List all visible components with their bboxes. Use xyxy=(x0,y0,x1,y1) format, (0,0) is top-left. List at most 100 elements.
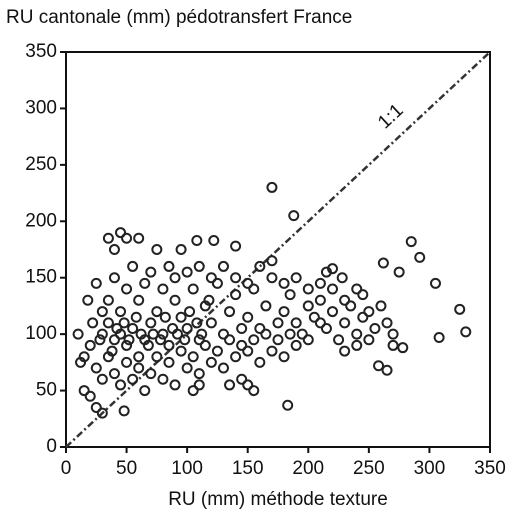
x-tick-label: 250 xyxy=(353,458,385,479)
point xyxy=(163,339,175,351)
plot-frame xyxy=(65,51,491,448)
point xyxy=(90,277,102,289)
point xyxy=(191,317,203,329)
point xyxy=(145,266,157,278)
point xyxy=(308,311,320,323)
point xyxy=(181,323,193,334)
point xyxy=(327,283,339,295)
point xyxy=(375,300,387,312)
point xyxy=(236,323,248,334)
point xyxy=(133,294,145,306)
point xyxy=(154,334,166,346)
point xyxy=(211,345,223,357)
point xyxy=(94,334,106,346)
point xyxy=(157,283,169,295)
point xyxy=(248,334,260,346)
y-tick-label: 350 xyxy=(25,41,57,62)
point xyxy=(429,277,441,289)
point xyxy=(302,283,314,295)
point xyxy=(187,351,199,363)
point xyxy=(203,294,215,306)
point xyxy=(339,294,351,306)
point xyxy=(284,289,296,301)
point xyxy=(96,306,108,318)
point xyxy=(302,300,314,312)
point xyxy=(224,334,236,346)
point xyxy=(242,379,254,391)
point xyxy=(135,328,147,340)
point xyxy=(87,317,99,329)
point xyxy=(169,272,181,284)
point xyxy=(278,277,290,289)
point xyxy=(345,300,357,312)
point xyxy=(387,339,399,351)
point xyxy=(339,345,351,357)
point xyxy=(181,362,193,374)
point xyxy=(193,334,205,346)
point xyxy=(266,181,278,193)
y-tick-label: 0 xyxy=(46,436,57,457)
point xyxy=(193,260,205,272)
point xyxy=(314,317,326,329)
point xyxy=(278,351,290,363)
point xyxy=(72,328,84,340)
point xyxy=(284,328,296,340)
point xyxy=(175,244,187,255)
point xyxy=(290,317,302,329)
point xyxy=(130,311,142,323)
point xyxy=(211,277,223,289)
point xyxy=(96,328,108,340)
point xyxy=(454,303,466,315)
point xyxy=(121,232,133,244)
point xyxy=(351,339,363,351)
point xyxy=(266,255,278,267)
point xyxy=(102,232,114,244)
point xyxy=(151,244,163,255)
point xyxy=(90,402,102,413)
point xyxy=(90,362,102,374)
point xyxy=(205,272,217,284)
point xyxy=(145,368,157,380)
point xyxy=(108,272,120,284)
point xyxy=(387,328,399,340)
point xyxy=(357,289,369,301)
point xyxy=(127,323,139,334)
x-tick-label: 200 xyxy=(292,458,324,479)
y-tick-label: 250 xyxy=(25,154,57,175)
point xyxy=(230,272,242,284)
point xyxy=(205,317,217,329)
y-tick-label: 50 xyxy=(36,380,57,401)
point xyxy=(108,334,120,346)
point xyxy=(381,364,393,376)
y-tick-label: 100 xyxy=(25,323,57,344)
chart-title: RU cantonale (mm) pédotransfert France xyxy=(6,7,352,28)
point xyxy=(272,317,284,329)
point xyxy=(351,283,363,295)
point xyxy=(127,373,139,385)
point xyxy=(102,294,114,306)
point xyxy=(179,334,191,346)
point xyxy=(142,339,154,351)
point xyxy=(230,289,242,301)
point xyxy=(230,240,242,252)
x-tick-label: 50 xyxy=(116,458,137,479)
point xyxy=(115,227,127,239)
point xyxy=(290,272,302,284)
point xyxy=(208,234,220,246)
point xyxy=(254,260,266,272)
point xyxy=(397,342,409,354)
point xyxy=(193,379,205,391)
point xyxy=(199,339,211,351)
point xyxy=(224,379,236,391)
point xyxy=(381,317,393,329)
point xyxy=(242,277,254,289)
y-tick-label: 150 xyxy=(25,267,57,288)
point xyxy=(84,390,96,402)
point xyxy=(217,260,229,272)
point xyxy=(260,300,272,312)
point xyxy=(230,351,242,363)
point xyxy=(175,345,187,357)
y-tick-label: 200 xyxy=(25,210,57,231)
point xyxy=(184,306,196,318)
point xyxy=(151,351,163,363)
